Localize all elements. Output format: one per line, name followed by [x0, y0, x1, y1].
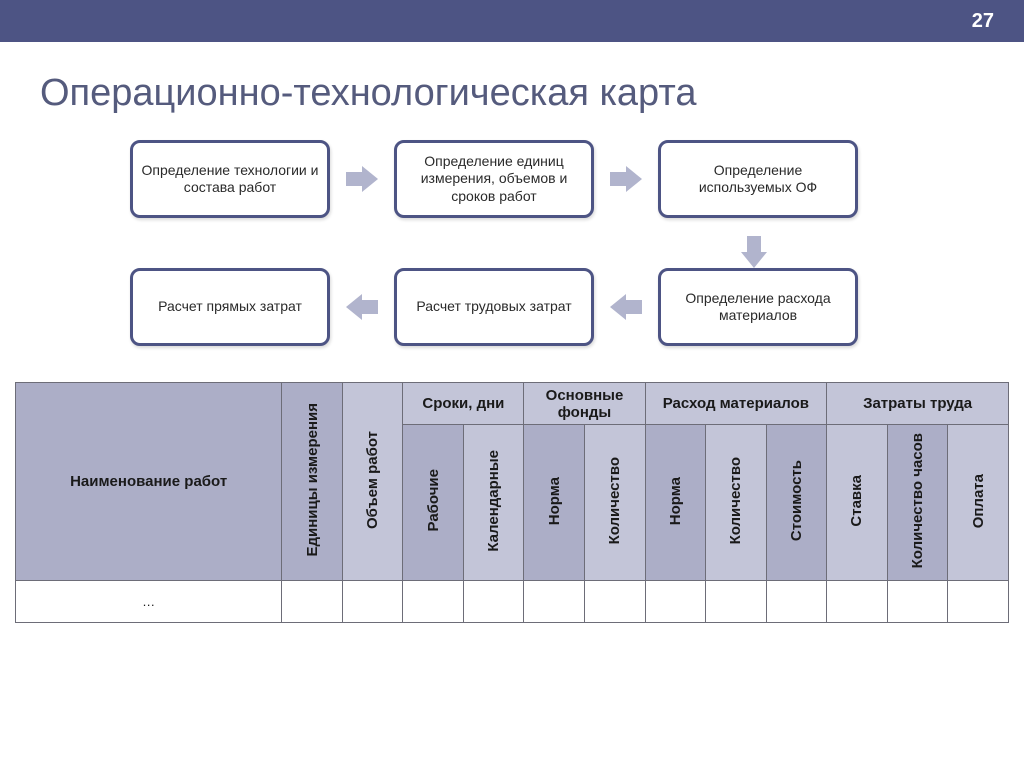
cell — [524, 581, 585, 623]
th-funds-norm: Норма — [524, 425, 585, 581]
cell — [706, 581, 767, 623]
arrow-down-wrap — [40, 236, 984, 268]
cell — [827, 581, 888, 623]
flowchart: Определение технологии и состава работ О… — [0, 140, 1024, 346]
arrow-down-icon — [741, 236, 769, 268]
cell — [584, 581, 645, 623]
th-mat-qty: Количество — [706, 425, 767, 581]
flow-row-2: Расчет прямых затрат Расчет трудовых зат… — [40, 268, 984, 346]
table-container: Наименование работ Единицы измерения Объ… — [0, 364, 1024, 623]
flow-box-labor-costs: Расчет трудовых затрат — [394, 268, 594, 346]
th-units: Единицы измерения — [282, 383, 343, 581]
th-mat-norm: Норма — [645, 425, 706, 581]
flow-box-material-consumption: Определение расхода материалов — [658, 268, 858, 346]
cell-name: … — [16, 581, 282, 623]
cell — [766, 581, 827, 623]
flow-row-1: Определение технологии и состава работ О… — [40, 140, 984, 218]
th-funds-qty: Количество — [584, 425, 645, 581]
th-name: Наименование работ — [16, 383, 282, 581]
arrow-right-icon — [610, 165, 642, 193]
th-deadlines-cal: Календарные — [463, 425, 524, 581]
page-number: 27 — [972, 10, 994, 33]
slide-title: Операционно-технологическая карта — [40, 72, 1024, 115]
arrow-left-icon — [610, 293, 642, 321]
cell — [887, 581, 948, 623]
cell — [463, 581, 524, 623]
th-labor: Затраты труда — [827, 383, 1009, 425]
flow-box-direct-costs: Расчет прямых затрат — [130, 268, 330, 346]
flow-box-units: Определение единиц измерения, объемов и … — [394, 140, 594, 218]
arrow-right-icon — [346, 165, 378, 193]
th-volume: Объем работ — [342, 383, 403, 581]
flow-box-tech: Определение технологии и состава работ — [130, 140, 330, 218]
th-lab-hours: Количество часов — [887, 425, 948, 581]
th-deadlines-work: Рабочие — [403, 425, 464, 581]
cell — [403, 581, 464, 623]
header-bar: 27 — [0, 0, 1024, 42]
th-funds: Основные фонды — [524, 383, 645, 425]
table-header-row-1: Наименование работ Единицы измерения Объ… — [16, 383, 1009, 425]
cell — [282, 581, 343, 623]
flow-box-of: Определение используемых ОФ — [658, 140, 858, 218]
operations-table: Наименование работ Единицы измерения Объ… — [15, 382, 1009, 623]
th-lab-rate: Ставка — [827, 425, 888, 581]
th-deadlines: Сроки, дни — [403, 383, 524, 425]
th-lab-pay: Оплата — [948, 425, 1009, 581]
table-row: … — [16, 581, 1009, 623]
arrow-left-icon — [346, 293, 378, 321]
cell — [948, 581, 1009, 623]
cell — [342, 581, 403, 623]
cell — [645, 581, 706, 623]
th-materials: Расход материалов — [645, 383, 827, 425]
th-mat-cost: Стоимость — [766, 425, 827, 581]
